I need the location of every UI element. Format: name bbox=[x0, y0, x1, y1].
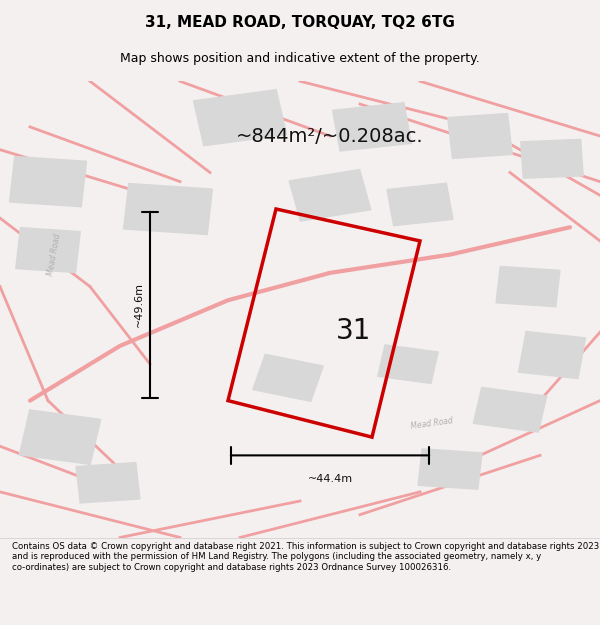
Text: ~49.6m: ~49.6m bbox=[134, 282, 144, 328]
Bar bbox=[521, 139, 583, 178]
Text: ~844m²/~0.208ac.: ~844m²/~0.208ac. bbox=[236, 126, 424, 146]
Bar bbox=[418, 449, 482, 489]
Bar bbox=[518, 331, 586, 379]
Bar bbox=[124, 184, 212, 234]
Bar bbox=[378, 345, 438, 383]
Bar bbox=[496, 266, 560, 307]
Bar bbox=[289, 169, 371, 221]
Text: 31: 31 bbox=[337, 317, 371, 345]
Bar bbox=[448, 114, 512, 159]
Bar bbox=[193, 90, 287, 146]
Text: Mead Road: Mead Road bbox=[410, 416, 454, 431]
Text: ~44.4m: ~44.4m bbox=[307, 474, 353, 484]
Bar bbox=[332, 102, 412, 151]
Bar bbox=[387, 183, 453, 226]
Bar bbox=[76, 462, 140, 503]
Text: Contains OS data © Crown copyright and database right 2021. This information is : Contains OS data © Crown copyright and d… bbox=[12, 542, 599, 572]
Text: Mead Road: Mead Road bbox=[46, 233, 62, 276]
Bar bbox=[16, 228, 80, 272]
Bar bbox=[253, 354, 323, 401]
Bar bbox=[19, 410, 101, 464]
Bar bbox=[10, 156, 86, 207]
Text: 31, MEAD ROAD, TORQUAY, TQ2 6TG: 31, MEAD ROAD, TORQUAY, TQ2 6TG bbox=[145, 15, 455, 30]
Text: Map shows position and indicative extent of the property.: Map shows position and indicative extent… bbox=[120, 52, 480, 65]
Bar bbox=[473, 388, 547, 432]
